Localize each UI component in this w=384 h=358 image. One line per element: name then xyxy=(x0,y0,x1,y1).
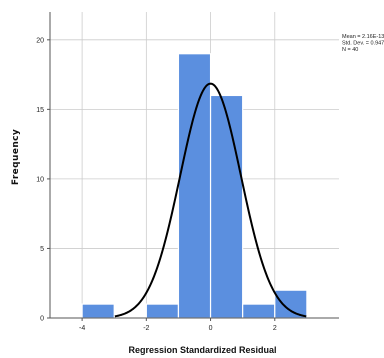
histogram-bar-1 xyxy=(145,303,180,319)
x-tick-label-2: 0 xyxy=(209,325,213,332)
x-tick-label-1: -2 xyxy=(143,325,149,332)
axes xyxy=(47,12,339,321)
y-tick-label-4: 20 xyxy=(36,37,44,44)
x-tick-label-0: -4 xyxy=(79,325,85,332)
tick-labels: 0 5 10 15 20 -4 -2 0 2 xyxy=(36,37,277,332)
y-tick-label-2: 10 xyxy=(36,176,44,183)
y-axis-title: Frequency xyxy=(11,129,21,185)
y-tick-label-3: 15 xyxy=(36,107,44,114)
stats-line-1: Std. Dev. = 0.947 xyxy=(342,41,384,47)
histogram-bars xyxy=(81,53,308,319)
y-tick-label-1: 5 xyxy=(40,246,44,253)
histogram-bar-0 xyxy=(81,303,115,319)
stats-line-0: Mean = 2.16E-13 xyxy=(342,34,384,40)
histogram-bar-4 xyxy=(242,303,276,319)
histogram-bar-2 xyxy=(177,53,212,319)
histogram-bar-5 xyxy=(274,289,308,319)
x-tick-label-3: 2 xyxy=(273,325,277,332)
y-tick-label-0: 0 xyxy=(40,316,44,323)
normal-curve xyxy=(114,82,307,318)
x-axis-title: Regression Standardized Residual xyxy=(128,345,276,355)
histogram-bar-3 xyxy=(209,94,244,319)
stats-line-2: N = 40 xyxy=(342,47,358,53)
